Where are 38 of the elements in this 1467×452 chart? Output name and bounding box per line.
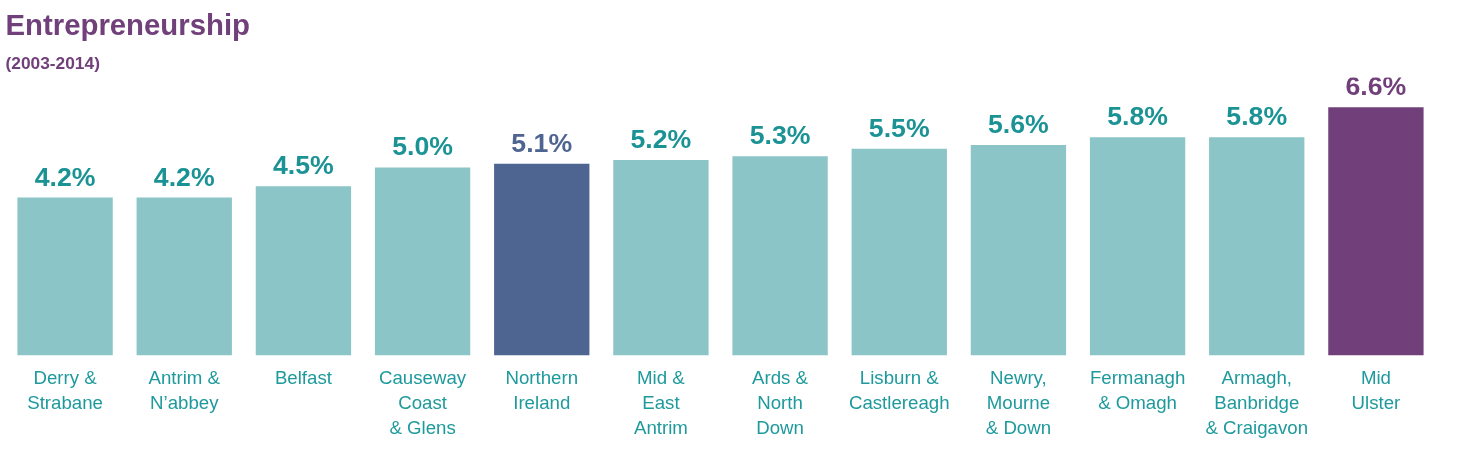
x-tick-label: Fermanagh & Omagh [1089, 366, 1186, 413]
bar [255, 186, 352, 356]
x-tick-label: Mid Ulster [1351, 366, 1401, 413]
x-tick-label: Ards & North Down [752, 366, 809, 438]
data-label: 6.6% [1345, 71, 1407, 102]
chart-title: Entrepreneurship [5, 7, 250, 41]
x-tick-label: Mid & East Antrim [633, 366, 688, 438]
data-label: 5.6% [988, 108, 1049, 139]
x-tick-label: Antrim & N’abbey [148, 366, 221, 413]
bar [17, 197, 113, 356]
bar [374, 167, 471, 356]
x-tick-label: Lisburn & Castlereagh [848, 366, 950, 413]
data-label: 5.0% [392, 131, 453, 162]
data-label: 4.5% [273, 150, 334, 181]
bar [732, 156, 828, 356]
x-tick-label: Armagh, Banbridge & Craigavon [1205, 366, 1309, 438]
data-label: 5.8% [1107, 101, 1168, 132]
x-tick-label: Causeway Coast & Glens [379, 366, 467, 438]
x-tick-label: Derry & Strabane [27, 366, 103, 413]
data-label: 5.5% [868, 112, 930, 143]
data-label: 5.3% [749, 120, 811, 151]
data-label: 4.2% [153, 161, 215, 192]
data-label: 5.1% [511, 127, 573, 158]
x-tick-label: Newry, Mourne & Down [985, 366, 1052, 438]
bar [1209, 137, 1305, 356]
data-label: 5.2% [630, 123, 692, 154]
chart-subtitle: (2003-2014) [5, 52, 100, 73]
data-label: 5.8% [1226, 101, 1288, 132]
bar [1089, 137, 1186, 356]
bar [970, 144, 1067, 356]
bar [494, 163, 590, 356]
bar [851, 148, 947, 356]
bar [136, 197, 232, 356]
bar [1328, 107, 1424, 356]
data-label: 4.2% [34, 161, 96, 192]
x-tick-label: Belfast [274, 366, 333, 388]
bar [613, 159, 709, 356]
x-tick-label: Northern Ireland [505, 366, 579, 413]
